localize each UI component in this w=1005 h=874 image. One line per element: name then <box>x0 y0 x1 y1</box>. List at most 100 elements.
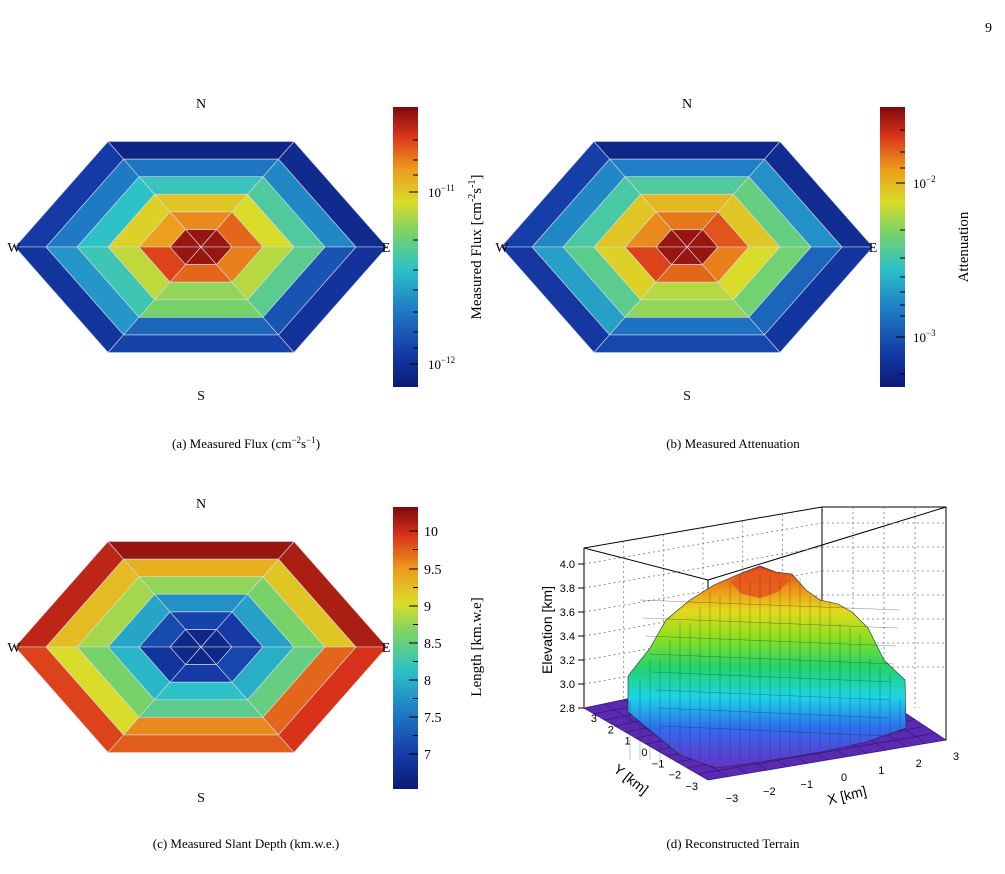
mesh-line <box>660 725 887 737</box>
hex-cell <box>107 334 295 353</box>
z-tick-label: 3.2 <box>560 655 575 667</box>
y-tick-label: 2 <box>608 724 614 736</box>
hex-cell <box>153 681 249 701</box>
y-axis-label: Y [km] <box>611 761 652 798</box>
hex-cell <box>608 158 766 177</box>
colorbar-tick-label: 7.5 <box>424 711 442 726</box>
hex-cell <box>122 558 280 578</box>
colorbar-tick-label: 10 <box>424 525 438 540</box>
mesh-line <box>642 617 899 629</box>
colorbar-tick-label: 9.5 <box>424 563 442 578</box>
colorbar-attenuation <box>880 107 905 387</box>
direction-n-a: N <box>196 97 206 112</box>
direction-w-a: W <box>7 241 21 256</box>
z-axis-ticks: 4.0 3.8 3.6 3.4 3.2 3.0 2.8 <box>560 559 584 715</box>
colorbar-ticks-b <box>896 129 905 375</box>
hex-cell <box>153 193 249 213</box>
y-tick-label: 3 <box>591 713 597 725</box>
mesh-line <box>657 707 889 719</box>
colorbar-title-length: Length [km.w.e] <box>469 597 485 696</box>
x-tick-label: 1 <box>878 765 884 777</box>
colorbar-tick-label: 10−12 <box>428 355 455 372</box>
hex-cell <box>624 176 750 195</box>
x-axis-label: X [km] <box>826 783 868 808</box>
box-edge <box>583 547 709 581</box>
colorbar-tick-label: 10−11 <box>428 183 455 200</box>
colorbar-tick-label: 9 <box>424 600 431 615</box>
colorbar-title-flux: Measured Flux [cm-2s-1] <box>467 174 485 319</box>
hexmap-attenuation <box>500 141 874 353</box>
x-tick-label: −3 <box>726 793 739 805</box>
colorbar-tick-label: 8.5 <box>424 637 442 652</box>
floor-gridline <box>697 732 936 775</box>
colorbar-title-attenuation: Attenuation <box>956 211 972 282</box>
hex-cell <box>122 316 280 336</box>
x-tick-label: −2 <box>763 786 776 798</box>
caption-c: (c) Measured Slant Depth (km.w.e.) <box>153 836 340 851</box>
z-tick-label: 3.8 <box>560 583 575 595</box>
direction-s-b: S <box>683 389 691 404</box>
z-tick-label: 3.0 <box>560 679 575 691</box>
mesh-line <box>654 689 891 701</box>
hex-cell <box>122 716 280 736</box>
y-tick-label: −3 <box>685 781 698 793</box>
z-tick-label: 3.4 <box>560 631 575 643</box>
colorbar-tick-label: 10−3 <box>913 328 936 345</box>
mesh-line <box>645 635 897 647</box>
hex-cell <box>764 246 874 353</box>
direction-n-c: N <box>196 497 206 512</box>
caption-a: (a) Measured Flux (cm−2s−1) <box>172 435 320 451</box>
caption-d: (d) Reconstructed Terrain <box>666 836 800 851</box>
x-tick-label: −1 <box>800 779 813 791</box>
z-tick-label: 2.8 <box>560 703 575 715</box>
z-axis-label: Elevation [km] <box>539 586 555 674</box>
hex-cell <box>138 176 264 195</box>
page-number: 9 <box>985 21 992 36</box>
x-tick-label: 3 <box>953 751 959 763</box>
z-tick-label: 4.0 <box>560 559 575 571</box>
mesh-line <box>648 653 895 665</box>
hex-cell <box>624 299 750 318</box>
hexmap-slant-depth <box>14 541 388 753</box>
direction-e-c: E <box>382 641 391 656</box>
hex-cell <box>138 576 264 595</box>
colorbar-tick-label: 8 <box>424 674 431 689</box>
hexmap-flux <box>14 141 388 353</box>
colorbar-tick-label: 10−2 <box>913 174 936 191</box>
y-tick-label: −2 <box>669 770 682 782</box>
y-tick-label: 1 <box>625 736 631 748</box>
hex-cell <box>153 281 249 301</box>
direction-n-b: N <box>682 97 692 112</box>
y-tick-label: −1 <box>652 758 665 770</box>
x-tick-label: 0 <box>841 772 847 784</box>
colorbar-flux <box>393 107 418 387</box>
hex-cell <box>639 281 735 301</box>
direction-e-a: E <box>382 241 391 256</box>
hex-cell <box>122 158 280 177</box>
hex-cell <box>107 141 295 160</box>
hex-cell <box>593 141 781 160</box>
surface-mesh <box>629 575 901 760</box>
caption-b: (b) Measured Attenuation <box>666 436 800 451</box>
hex-cell <box>278 646 388 753</box>
x-axis-ticks: −3 −2 −1 0 1 2 3 <box>726 751 959 805</box>
hex-cell <box>107 541 295 560</box>
direction-s-a: S <box>197 389 205 404</box>
hex-cell <box>107 734 295 753</box>
hex-cell <box>639 193 735 213</box>
direction-s-c: S <box>197 791 205 806</box>
x-tick-label: 2 <box>916 758 922 770</box>
hex-cell <box>278 246 388 353</box>
terrain-surface-plot <box>582 506 948 781</box>
y-tick-label: 0 <box>641 747 647 759</box>
direction-w-c: W <box>7 641 21 656</box>
direction-w-b: W <box>495 241 509 256</box>
hex-cell <box>138 699 264 718</box>
colorbar-tick-label: 7 <box>424 748 431 763</box>
hex-cell <box>608 316 766 336</box>
mesh-line <box>651 671 893 683</box>
mesh-line <box>639 599 901 611</box>
colorbar-ticks-c <box>409 530 418 755</box>
colorbar-tick-labels-c: 10 9.5 9 8.5 8 7.5 7 <box>424 525 442 763</box>
